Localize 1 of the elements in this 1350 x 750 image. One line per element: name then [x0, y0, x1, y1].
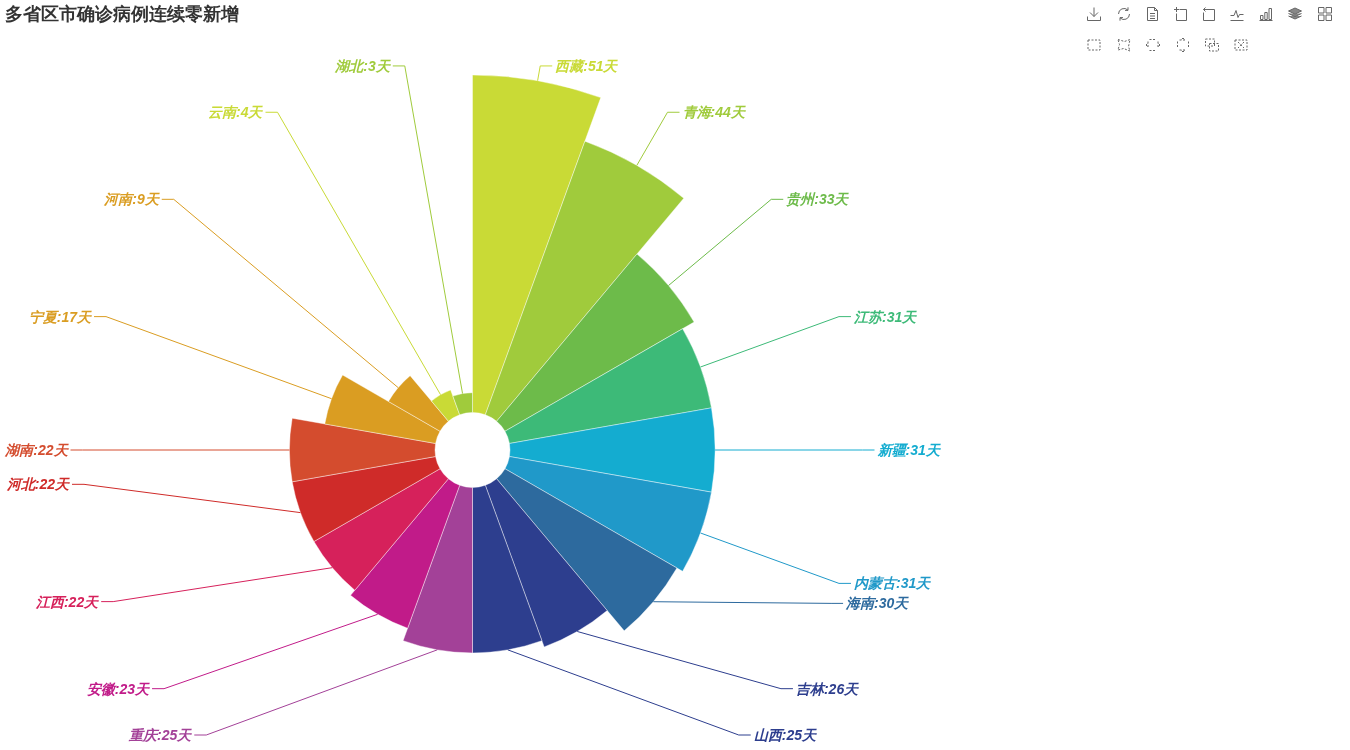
title: 多省区市确诊病例连续零新增 [5, 4, 239, 24]
